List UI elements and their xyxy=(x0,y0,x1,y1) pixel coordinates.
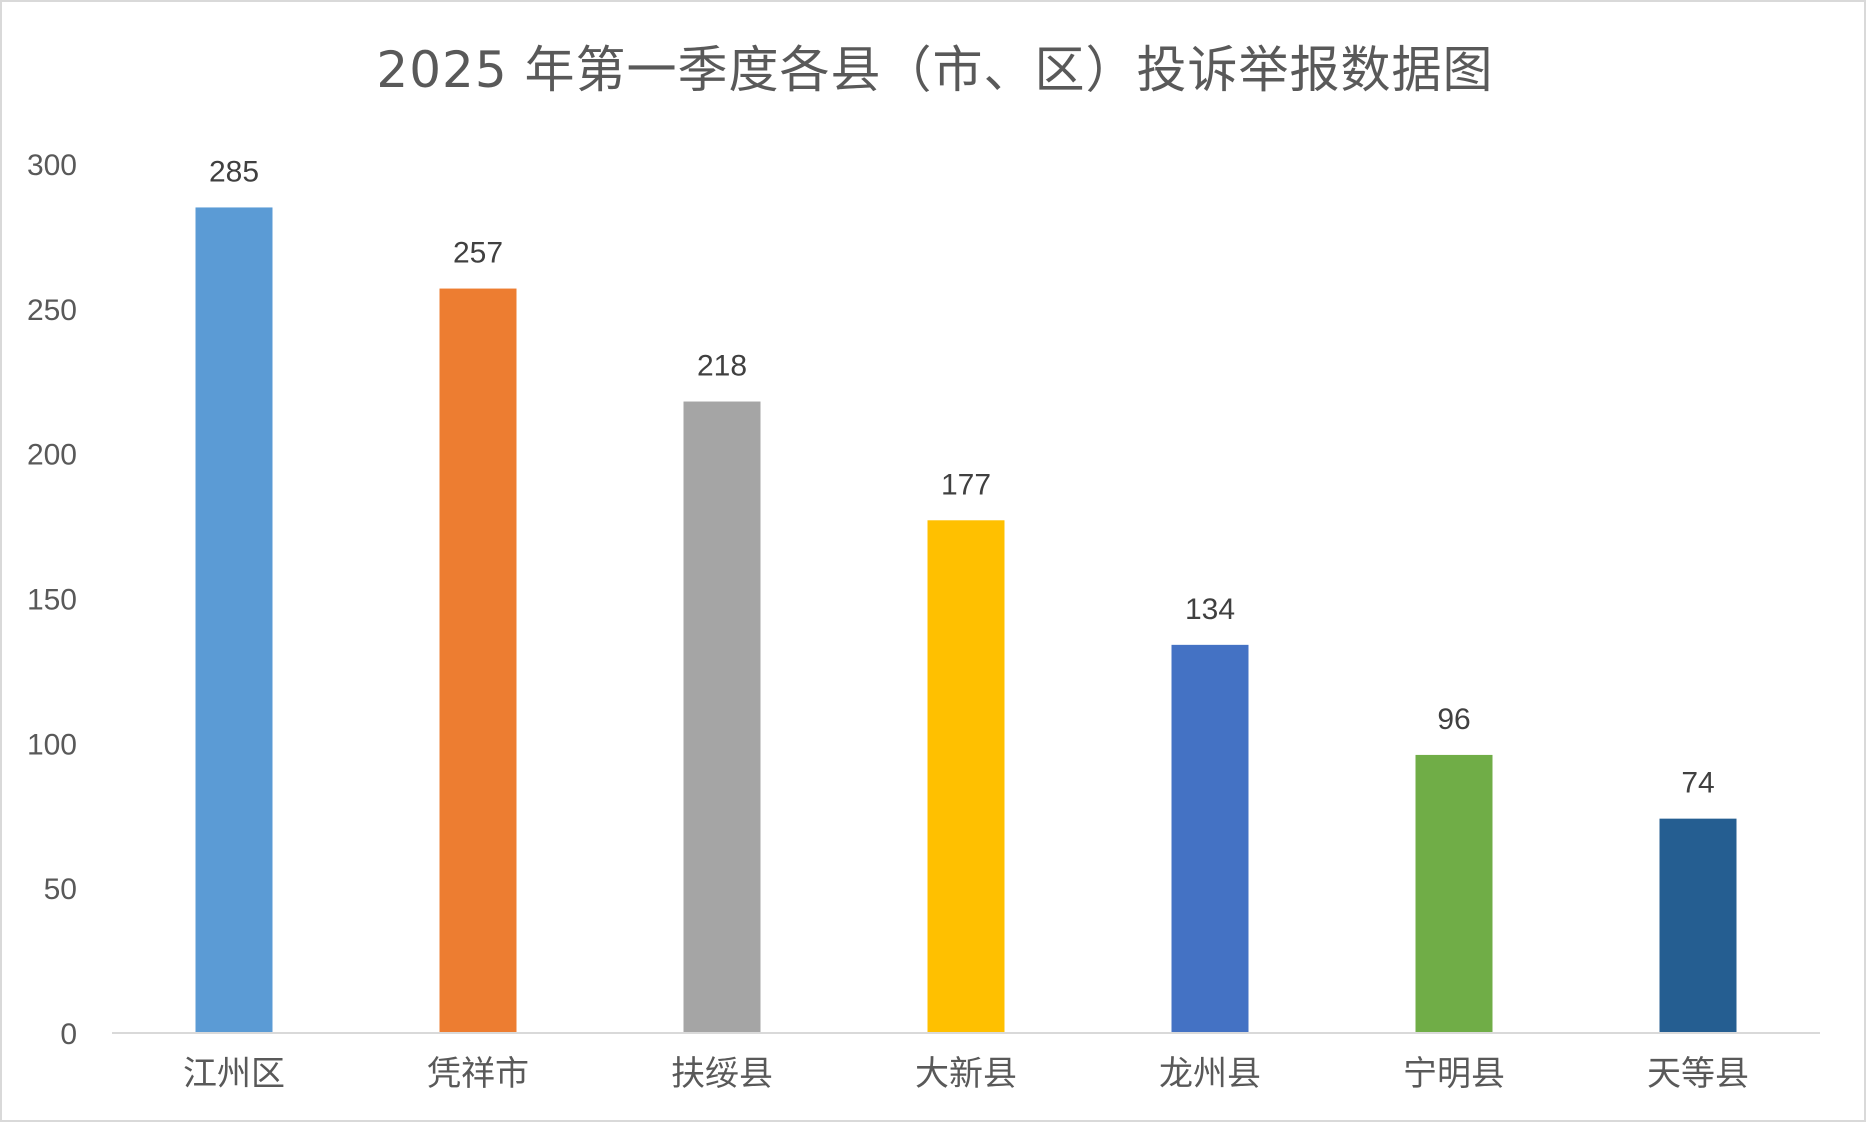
bar xyxy=(1171,644,1249,1033)
category-label: 凭祥市 xyxy=(427,1055,529,1093)
category-label: 天等县 xyxy=(1647,1055,1749,1093)
y-tick-label: 250 xyxy=(27,294,77,327)
data-label: 134 xyxy=(1185,593,1235,626)
category-label: 大新县 xyxy=(915,1055,1017,1093)
data-label: 218 xyxy=(697,350,747,383)
data-label: 96 xyxy=(1437,703,1470,736)
y-tick-label: 200 xyxy=(27,439,77,472)
y-tick-label: 100 xyxy=(27,728,77,761)
bar xyxy=(195,207,273,1033)
y-tick-label: 0 xyxy=(60,1018,77,1051)
bar xyxy=(683,401,761,1033)
category-label: 龙州县 xyxy=(1159,1055,1261,1093)
y-tick-label: 150 xyxy=(27,584,77,617)
data-label: 177 xyxy=(941,468,991,501)
bar xyxy=(1659,818,1737,1033)
y-tick-label: 300 xyxy=(27,149,77,182)
data-label: 257 xyxy=(453,237,503,270)
category-label: 宁明县 xyxy=(1403,1055,1505,1093)
bar xyxy=(927,520,1005,1033)
y-tick-label: 50 xyxy=(44,873,77,906)
y-axis: 0 50 100 150 200 250 300 xyxy=(27,149,77,1051)
bar xyxy=(1415,754,1493,1033)
category-label: 扶绥县 xyxy=(671,1055,773,1093)
chart-title: 2025 年第一季度各县（市、区）投诉举报数据图 xyxy=(376,41,1494,99)
category-label: 江州区 xyxy=(183,1055,285,1093)
bar xyxy=(439,288,517,1034)
data-label: 74 xyxy=(1681,767,1714,800)
data-label: 285 xyxy=(209,155,259,188)
x-axis: 江州区 凭祥市 扶绥县 大新县 龙州县 宁明县 天等县 xyxy=(112,1032,1820,1093)
bars-group: 285 257 218 177 134 96 74 xyxy=(195,155,1737,1034)
